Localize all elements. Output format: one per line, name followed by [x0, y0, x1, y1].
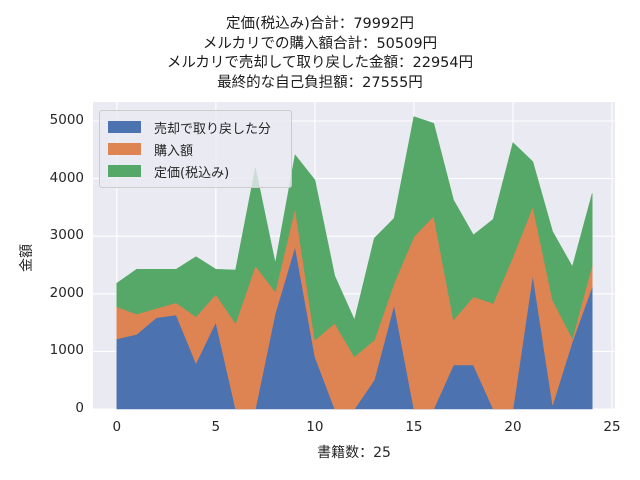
legend-item-purchase: 購入額 [108, 139, 193, 159]
y-axis-label: 金額 [19, 244, 35, 272]
legend: 売却で取り戻した分 購入額 定価(税込み) [99, 110, 292, 188]
legend-item-list-price: 定価(税込み) [108, 161, 229, 181]
y-tick-label: 0 [75, 400, 84, 416]
y-tick-label: 5000 [49, 112, 84, 128]
legend-label: 購入額 [154, 143, 194, 159]
legend-swatch-blue [108, 121, 141, 133]
legend-swatch-green [108, 165, 141, 177]
chart-title: 定価(税込み)合計：79992円 メルカリでの購入額合計：50509円 メルカリ… [0, 15, 640, 93]
area-series [116, 116, 593, 410]
title-line-net-cost: 最終的な自己負担額：27555円 [217, 74, 423, 91]
x-axis-label: 書籍数：25 [317, 445, 391, 461]
title-line-sold-total: メルカリで売却して取り戻した金額：22954円 [166, 55, 474, 71]
legend-label: 定価(税込み) [154, 165, 230, 181]
x-tick-label: 25 [603, 419, 621, 435]
area-定価(税込み) [116, 116, 593, 358]
x-tick-label: 20 [504, 419, 522, 435]
legend-item-sold-back: 売却で取り戻した分 [108, 117, 271, 137]
title-line-purchase-total: メルカリでの購入額合計：50509円 [202, 35, 438, 52]
legend-swatch-orange [108, 143, 141, 155]
x-tick-label: 5 [211, 419, 221, 435]
legend-label: 売却で取り戻した分 [154, 121, 272, 137]
y-tick-label: 3000 [49, 227, 84, 244]
y-tick-label: 1000 [49, 342, 84, 359]
title-line-list-price-total: 定価(税込み)合計：79992円 [226, 16, 414, 32]
y-tick-label: 2000 [49, 284, 84, 301]
y-tick-label: 4000 [49, 169, 84, 186]
x-tick-label: 10 [306, 419, 324, 435]
x-tick-label: 15 [405, 419, 423, 435]
x-tick-label: 0 [112, 419, 122, 435]
